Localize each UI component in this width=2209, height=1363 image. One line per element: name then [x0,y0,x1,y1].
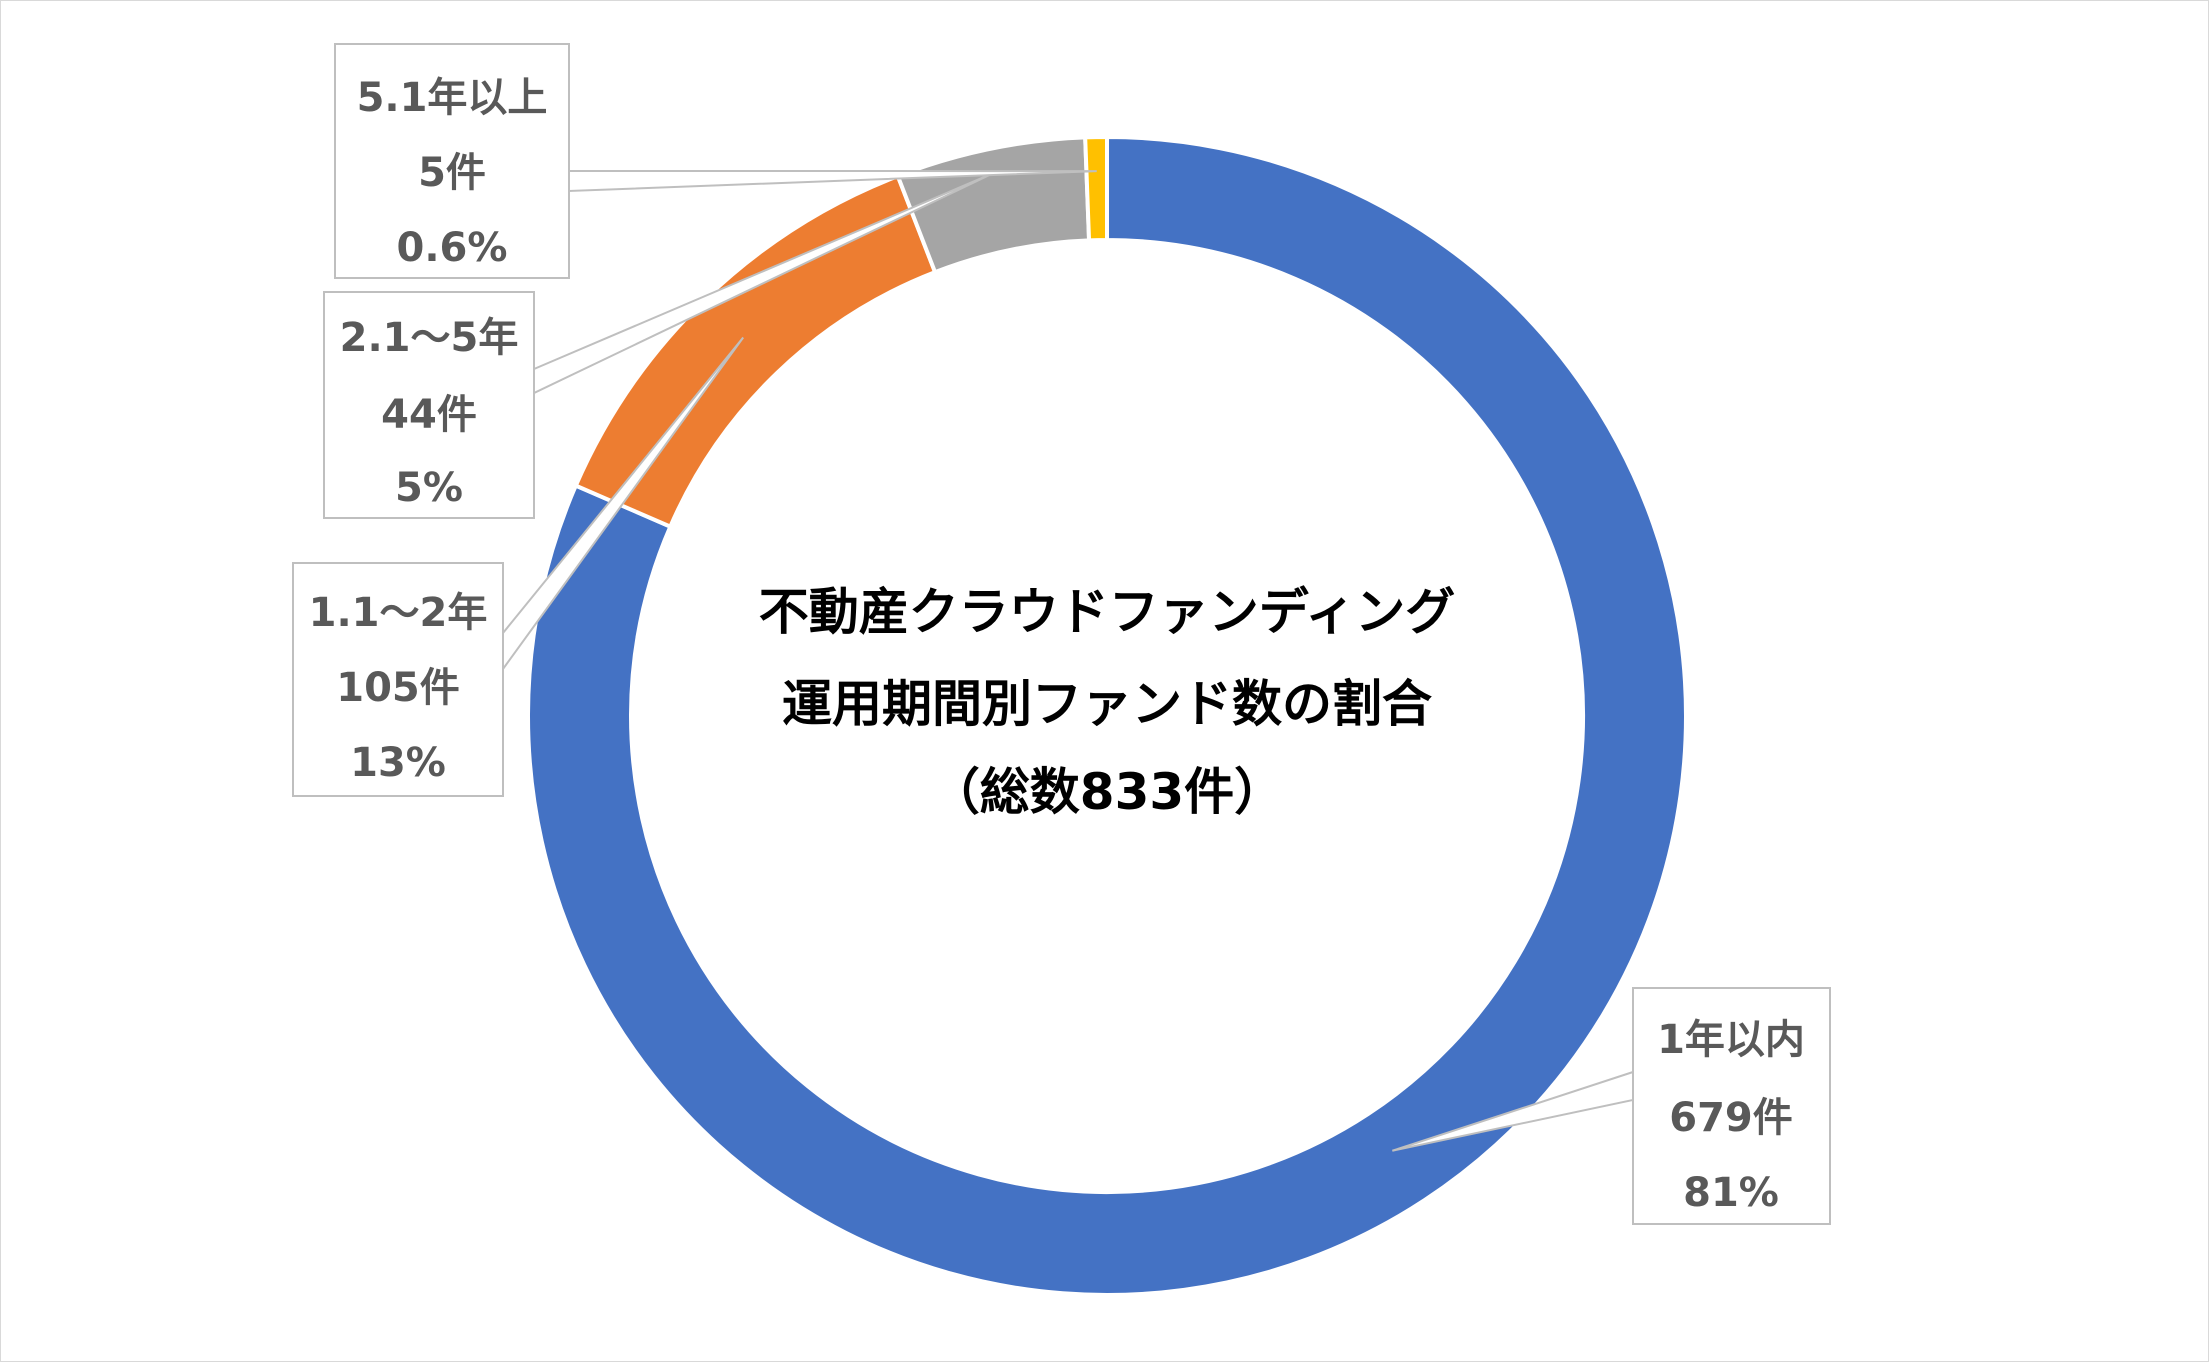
slice-within-1y [526,134,1688,1297]
category-label: 1年以内 [1657,1017,1805,1063]
chart-title-line-1: 不動産クラウドファンディング [759,583,1456,641]
callout-within-1y: 1年以内 679件 81% [1392,987,1831,1225]
slice-over-5y [1083,134,1109,243]
callout-box [292,562,504,797]
count-label: 5件 [418,150,486,196]
category-label: 5.1年以上 [357,75,548,121]
callout-box [334,43,570,279]
percent-label: 13% [350,740,446,786]
count-label: 44件 [381,392,477,438]
chart-title: 不動産クラウドファンディング 運用期間別ファンド数の割合 （総数833件） [759,583,1456,821]
callout-2-to-5y: 2.1～5年 44件 5% [323,171,996,519]
percent-label: 0.6% [397,225,508,271]
callout-box [1632,987,1831,1225]
count-label: 105件 [336,665,460,711]
chart-title-line-2: 運用期間別ファンド数の割合 [782,675,1432,733]
category-label: 2.1～5年 [340,315,519,361]
data-label-callouts: 1年以内 679件 81% 1.1～2年 105件 13% 2.1～5年 44件 5% 5.1年以… [292,43,1831,1225]
chart-title-line-3: （総数833件） [930,763,1284,821]
callout-over-5y: 5.1年以上 5件 0.6% [334,43,1097,279]
count-label: 679件 [1669,1095,1793,1141]
callout-1-to-2y: 1.1～2年 105件 13% [292,336,745,797]
percent-label: 81% [1683,1170,1779,1216]
callout-box [323,291,535,519]
slice-1-to-2y [573,173,938,530]
category-label: 1.1～2年 [309,590,488,636]
percent-label: 5% [395,465,463,511]
